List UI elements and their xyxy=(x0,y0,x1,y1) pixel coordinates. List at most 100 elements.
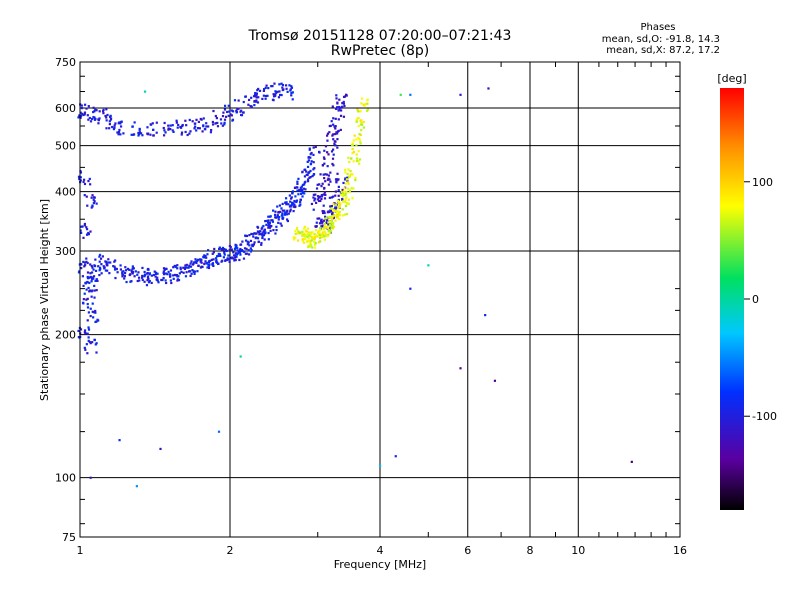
data-point xyxy=(312,168,315,171)
data-point xyxy=(315,234,318,237)
data-point xyxy=(90,290,93,293)
data-point xyxy=(271,219,274,222)
data-point xyxy=(83,265,86,268)
data-point xyxy=(234,252,237,255)
data-point xyxy=(342,100,345,104)
data-point xyxy=(162,126,165,130)
data-point xyxy=(360,121,363,125)
data-point xyxy=(217,254,220,258)
data-point xyxy=(152,128,155,131)
data-point xyxy=(347,198,350,201)
data-point xyxy=(338,98,341,101)
data-point xyxy=(366,108,370,111)
colorbar-tick-label: -100 xyxy=(752,410,777,423)
data-point xyxy=(255,100,258,103)
data-point xyxy=(247,249,250,252)
data-point xyxy=(87,118,90,121)
data-point xyxy=(313,246,317,249)
data-point xyxy=(337,194,340,197)
data-point xyxy=(86,276,90,280)
data-point xyxy=(284,197,288,200)
data-point xyxy=(90,280,93,283)
data-point xyxy=(328,224,332,227)
data-point xyxy=(327,221,330,224)
data-point xyxy=(255,96,258,99)
data-point xyxy=(200,261,203,264)
data-point xyxy=(86,271,90,274)
data-point xyxy=(155,131,158,134)
data-point xyxy=(321,209,324,213)
data-point xyxy=(220,122,223,125)
data-point xyxy=(211,262,215,265)
data-point xyxy=(306,230,309,233)
data-point xyxy=(250,232,253,236)
data-point xyxy=(350,143,354,147)
data-point xyxy=(345,178,349,181)
data-point xyxy=(188,118,191,122)
data-point xyxy=(272,93,275,96)
data-point xyxy=(88,281,91,285)
data-point xyxy=(177,123,180,127)
data-point xyxy=(336,102,339,105)
data-point xyxy=(323,219,326,222)
data-point xyxy=(77,329,80,333)
data-point xyxy=(147,277,150,281)
data-point xyxy=(104,114,107,118)
data-point xyxy=(328,196,331,199)
data-point xyxy=(148,279,151,283)
data-point xyxy=(193,270,197,273)
data-point xyxy=(337,210,341,214)
data-point xyxy=(318,236,322,240)
data-point xyxy=(341,188,344,192)
data-point xyxy=(291,203,294,206)
data-point xyxy=(239,249,243,252)
data-point xyxy=(323,225,327,228)
data-point xyxy=(335,94,338,97)
data-point xyxy=(306,178,310,181)
data-point xyxy=(307,231,311,234)
data-point xyxy=(152,273,156,277)
y-tick-label: 400 xyxy=(55,186,76,199)
data-point xyxy=(91,341,94,344)
data-point xyxy=(191,120,194,123)
data-point xyxy=(310,202,314,206)
data-point xyxy=(296,239,300,242)
data-point xyxy=(230,248,233,251)
data-point xyxy=(289,204,292,207)
data-point xyxy=(265,223,268,226)
data-point xyxy=(200,258,203,261)
data-point xyxy=(320,218,323,221)
data-point xyxy=(314,201,318,205)
data-point xyxy=(282,88,285,91)
data-point xyxy=(120,120,123,124)
data-point xyxy=(258,89,262,92)
data-point xyxy=(247,98,251,102)
data-point xyxy=(331,217,334,221)
data-point xyxy=(357,159,360,162)
data-point xyxy=(328,228,331,232)
data-point xyxy=(93,116,96,119)
data-point xyxy=(309,156,312,159)
data-point xyxy=(225,110,229,114)
data-point xyxy=(228,260,231,264)
data-point xyxy=(162,134,166,137)
data-point xyxy=(235,109,238,112)
data-point xyxy=(246,240,249,243)
data-point xyxy=(200,118,203,121)
data-point xyxy=(320,194,323,197)
data-point xyxy=(212,109,215,113)
data-point xyxy=(332,209,336,212)
data-point xyxy=(313,167,316,170)
data-point xyxy=(186,133,189,137)
data-point xyxy=(304,234,307,237)
data-point xyxy=(292,209,295,213)
data-point xyxy=(302,234,306,237)
data-point xyxy=(236,246,239,250)
data-point xyxy=(249,247,252,250)
data-point xyxy=(114,268,117,271)
data-point xyxy=(238,251,242,254)
data-point xyxy=(230,109,233,112)
data-point xyxy=(155,278,158,281)
data-point xyxy=(253,93,257,97)
data-point xyxy=(94,269,98,272)
